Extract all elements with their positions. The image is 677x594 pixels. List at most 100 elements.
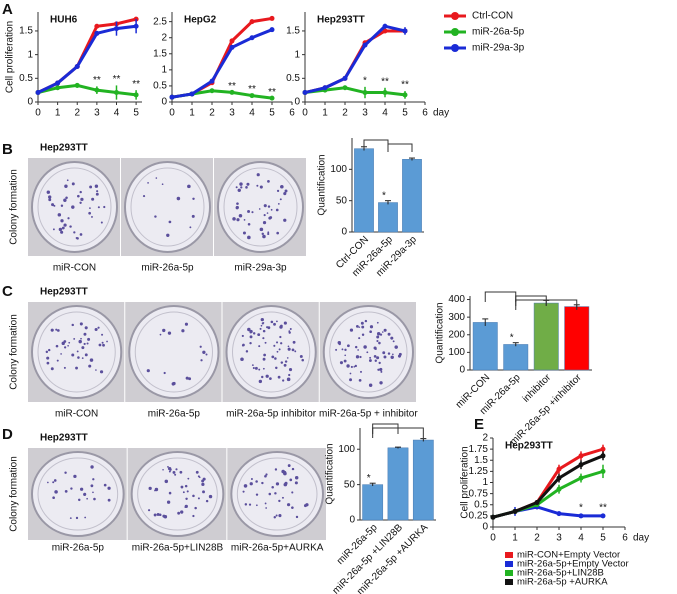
y-tick-label: 1.5 [474, 455, 488, 466]
x-tick-label: 2 [209, 108, 215, 119]
annotation: ** [93, 75, 101, 86]
colony [299, 355, 303, 358]
colony [78, 498, 81, 502]
marker [209, 88, 215, 94]
y-tick-label: 1.25 [469, 466, 489, 477]
colony [358, 379, 362, 382]
dish [230, 451, 324, 537]
colony [360, 321, 364, 325]
y-tick-label: 1 [482, 477, 488, 488]
colony [185, 497, 188, 501]
x-tick-label: 0 [490, 533, 496, 544]
colony [273, 344, 276, 347]
colony [46, 356, 50, 360]
colony [161, 183, 164, 186]
colony [47, 481, 49, 484]
colony [250, 478, 253, 481]
marker [578, 453, 584, 459]
series-line [304, 24, 406, 94]
colony [57, 213, 62, 217]
colony [83, 342, 86, 346]
colony [353, 365, 356, 368]
photo-label: miR-26a-5p+AURKA [231, 543, 324, 554]
marker [382, 28, 388, 34]
marker [578, 462, 584, 468]
colony [360, 370, 362, 373]
colony [266, 212, 269, 214]
colony [274, 468, 278, 471]
colony [271, 355, 275, 359]
bar [387, 447, 409, 521]
colony [63, 198, 67, 202]
colony [358, 337, 361, 340]
legend-marker [451, 12, 459, 20]
colony [245, 350, 249, 353]
colony [256, 184, 259, 187]
colony [159, 333, 162, 336]
colony [289, 328, 292, 331]
colony [276, 189, 280, 192]
y-axis-label: Cell proliferation [460, 446, 471, 518]
colony [56, 329, 60, 332]
dish-rim [223, 167, 298, 247]
dish [31, 451, 125, 537]
panel-letter: C [2, 283, 13, 300]
colony [192, 514, 195, 518]
colony [71, 323, 74, 327]
marker [229, 44, 235, 50]
colony [344, 348, 347, 352]
y-tick-label: 100 [448, 347, 465, 358]
colony [46, 361, 50, 365]
colony [280, 361, 284, 364]
colony [99, 370, 104, 374]
colony [188, 377, 192, 381]
colony [79, 233, 83, 236]
colony [86, 497, 88, 500]
photo-label: miR-26a-5p inhibitor [226, 409, 317, 420]
colony [378, 341, 381, 345]
marker [269, 15, 275, 21]
colony [167, 465, 169, 468]
legend-label: miR-26a-5p [472, 27, 525, 38]
colony [278, 499, 281, 503]
colony [198, 476, 201, 479]
legend-marker [451, 44, 459, 52]
x-axis-label: day [433, 108, 449, 119]
colony [50, 328, 54, 332]
colony [286, 377, 291, 382]
colony [264, 502, 267, 505]
x-tick-label: 4 [578, 533, 584, 544]
colony [166, 500, 171, 504]
colony [291, 506, 294, 509]
colony [256, 173, 260, 177]
x-tick-label: 3 [556, 533, 562, 544]
colony [60, 353, 62, 355]
colony [63, 223, 67, 227]
colony [256, 504, 258, 507]
colony [265, 374, 269, 378]
colony [236, 202, 239, 205]
colony [283, 218, 287, 222]
colony [262, 234, 266, 239]
colony [291, 348, 295, 352]
colony [177, 511, 181, 515]
colony [277, 375, 281, 379]
colony [168, 470, 171, 473]
colony [60, 204, 64, 207]
y-axis-label: Quantification [435, 302, 446, 363]
colony [239, 182, 243, 186]
colony [98, 343, 102, 347]
colony [79, 487, 84, 491]
y-tick-label: 0 [349, 515, 355, 526]
colony [155, 177, 158, 179]
colony [287, 347, 291, 351]
y-tick-label: 0 [294, 97, 300, 108]
colony [76, 350, 79, 353]
colony [187, 184, 191, 189]
panel-letter: A [2, 1, 13, 18]
legend-label: miR-26a-5p+LIN28B [517, 568, 604, 579]
x-tick-label: 3 [229, 108, 235, 119]
colony [379, 333, 383, 336]
colony [379, 367, 383, 372]
colony [158, 513, 162, 517]
